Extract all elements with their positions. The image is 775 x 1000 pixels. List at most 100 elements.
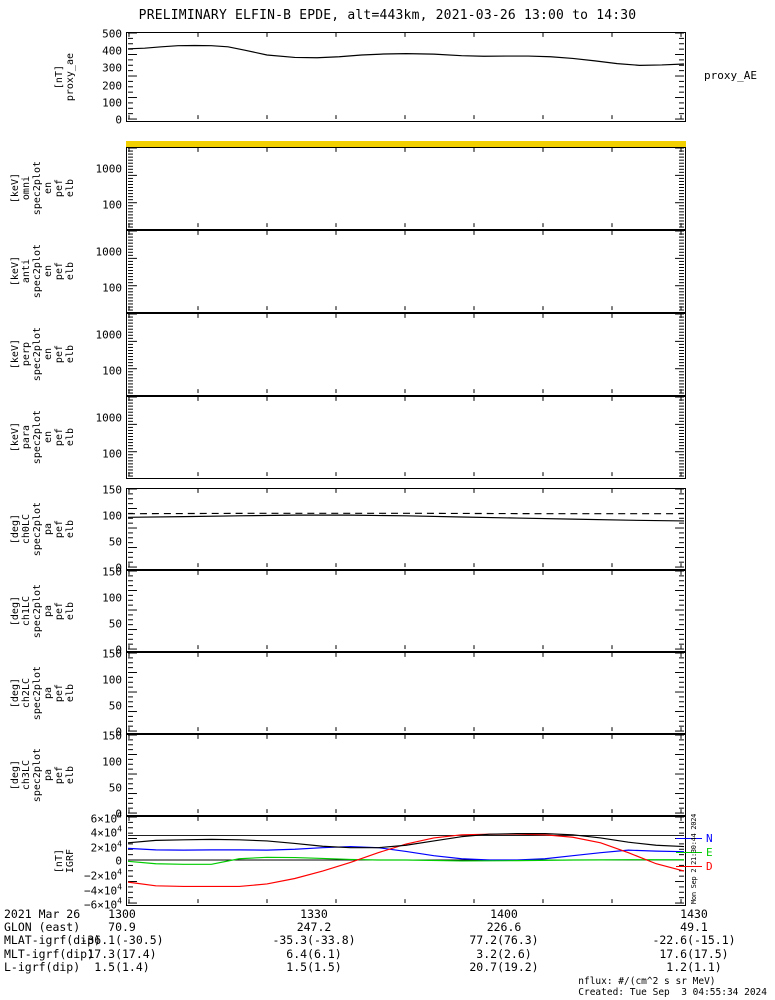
y-axis-label-word: [nT] [54,848,65,874]
y-tick-label: 100 [102,673,122,687]
y-axis-label-word: para [21,425,32,450]
y-axis-label-word: en [43,265,54,278]
y-tick-label: 100 [102,364,122,378]
y-tick-label: 50 [108,617,122,631]
y-ticks-igrf: 6×104 4×104 2×104 0 −2×104 −4×104 −6×104 [76,811,122,912]
annotation-value: 6.4(6.1) [286,946,342,961]
y-tick-label: 400 [102,44,122,58]
y-axis-label-word: IGRF [65,848,76,874]
panel-en-para [126,396,686,479]
annotation-value: -36.1(-30.5) [80,933,164,948]
y-axis-label-pa-ch3lc: elb pef pa spec2plot ch3LC [deg] [10,734,76,816]
y-axis-label-word: elb [65,519,76,539]
annotation-value: 20.7(19.2) [469,959,539,974]
legend-item-D: D [706,860,713,873]
annotation-value: 17.3(17.4) [87,946,157,961]
annotation-row: GLON (east) 70.9 247.2 226.6 49.1 [4,920,775,935]
bottom-axis-annotations: 2021 Mar 26 1300 1330 1400 1430 GLON (east) 70… [4,907,775,974]
trace-proxy-ae-proxy-ae [127,44,685,66]
y-axis-label-word: pef [54,179,65,198]
trace-igrf-total [127,833,685,849]
annotation-label: 2021 Mar 26 [4,907,81,921]
y-tick-label: 150 [102,647,122,661]
y-axis-label-word: anti [21,259,32,284]
trace-igrf-n [127,845,685,861]
y-axis-label-word: pef [54,428,65,447]
legend-item-E: E [706,846,713,859]
legend-swatch-E [676,852,702,853]
panel-pa-ch2lc [126,652,686,734]
y-tick-label: 100 [102,96,122,110]
footnote: nflux: #/(cm^2 s sr MeV) Created: Tue Se… [578,976,767,998]
y-axis-label-word: ch1LC [21,595,32,627]
page-title: PRELIMINARY ELFIN-B EPDE, alt=443km, 202… [138,8,637,23]
y-tick-label: −2×104 [84,868,122,883]
energy-colorbar-strip [126,141,686,147]
y-axis-label-word: pa [43,768,54,782]
y-tick-label: 100 [102,591,122,605]
panel-en-omni [126,147,686,230]
y-tick-label: 50 [108,535,122,549]
annotation-value: 1400 [490,907,518,921]
panel-en-perp [126,313,686,396]
y-axis-label-word: elb [65,428,76,447]
y-axis-label-pa-ch0lc: elb pef pa spec2plot ch0LC [deg] [10,488,76,570]
y-tick-label: 4×104 [90,825,122,840]
annotation-value: 70.9 [108,920,136,935]
y-axis-label-igrf: IGRF [nT] [14,816,76,906]
y-axis-label-en-para: elb pef en spec2plot para [keV] [10,396,76,479]
y-tick-label: 0 [115,725,122,739]
plot-area-en-omni [127,148,685,229]
trace-igrf-e [127,856,685,865]
plot-area-pa-ch1lc [127,571,685,651]
y-axis-label-word: en [43,431,54,444]
y-tick-label: 1000 [95,411,123,425]
y-axis-label-pa-ch2lc: elb pef pa spec2plot ch2LC [deg] [10,652,76,734]
y-axis-label-word: ch0LC [21,513,32,545]
y-tick-label: 0 [115,561,122,575]
annotation-row: L-igrf(dip) 1.5(1.4) 1.5(1.5) 20.7(19.2) 1.2… [4,959,775,974]
y-axis-label-word: [deg] [10,595,21,627]
y-tick-label: 1000 [95,328,123,342]
y-axis-label-word: proxy_ae [65,52,76,102]
y-axis-label-en-anti: elb pef en spec2plot anti [keV] [10,230,76,313]
annotation-value: -22.6(-15.1) [652,933,736,948]
annotation-value: 49.1 [680,920,708,935]
y-axis-label-word: pef [54,345,65,364]
panel-en-anti [126,230,686,313]
y-ticks-en-perp: 1000 100 [76,313,123,396]
y-axis-label-word: elb [65,262,76,281]
annotation-value: 1.2(1.1) [666,959,722,974]
y-axis-label-word: pef [54,519,65,539]
y-tick-label: 1000 [95,245,123,259]
y-axis-label-word: elb [65,179,76,198]
annotation-row: MLT-igrf(dip) 17.3(17.4) 6.4(6.1) 3.2(2.6) 1… [4,946,775,961]
y-axis-label-word: [keV] [10,256,21,287]
y-axis-label-word: ch2LC [21,677,32,709]
y-axis-label-word: [nT] [54,64,65,90]
y-tick-label: 300 [102,61,122,75]
y-axis-label-word: elb [65,765,76,785]
y-axis-label-word: spec2plot [32,161,43,216]
panel-proxy-ae [126,32,686,122]
annotation-label: MLAT-igrf(dip) [4,933,101,948]
y-axis-label-word: spec2plot [32,583,43,639]
y-tick-label: 2×104 [90,839,122,854]
y-tick-label: 100 [102,198,122,212]
y-axis-label-word: en [43,348,54,361]
y-axis-label-word: [deg] [10,677,21,709]
y-axis-label-word: pef [54,765,65,785]
y-ticks-pa-ch2lc: 150 100 50 0 [76,648,122,739]
legend-swatch-D [676,866,702,867]
y-tick-label: 50 [108,699,122,713]
y-tick-label: 150 [102,729,122,743]
plot-area-pa-ch2lc [127,653,685,733]
y-ticks-en-omni: 1000 100 [76,147,123,230]
y-tick-label: 500 [102,27,122,41]
annotation-value: 1330 [300,907,328,921]
plot-area-en-para [127,397,685,478]
trace-igrf-d [127,833,685,888]
panel-pa-ch0lc [126,488,686,570]
panel-igrf [126,816,686,906]
